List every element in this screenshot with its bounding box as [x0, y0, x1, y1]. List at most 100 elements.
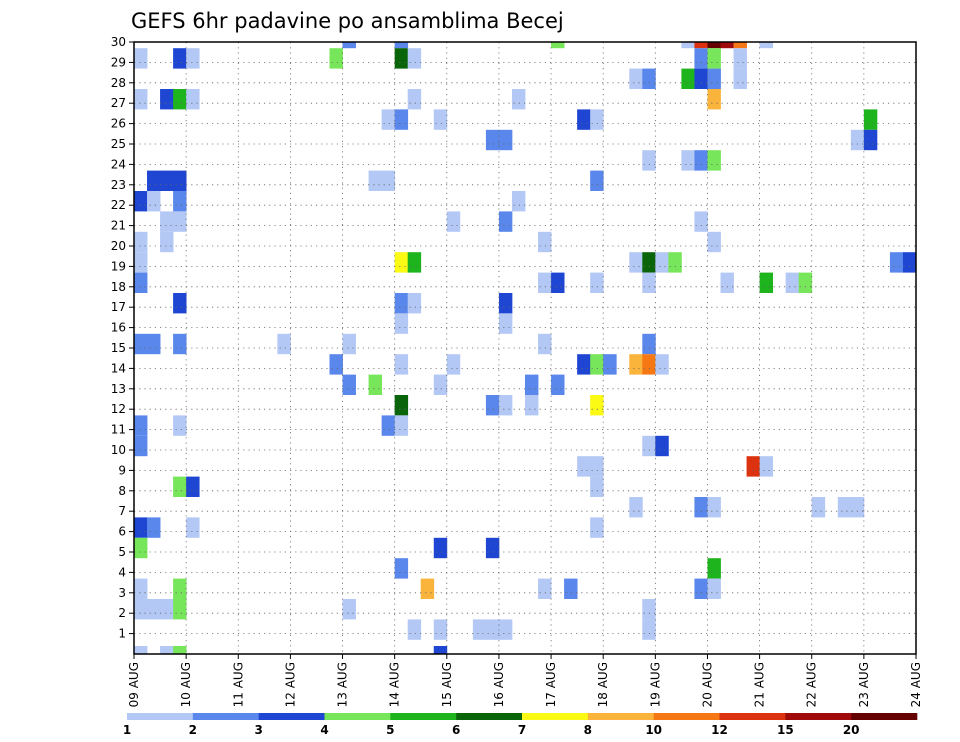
heatmap-cell [538, 272, 552, 293]
heatmap-cell [577, 354, 591, 375]
x-tick-label: 18 AUG [596, 662, 610, 707]
heatmap-cell [381, 109, 396, 130]
y-tick-label: 12 [111, 402, 126, 416]
heatmap-cell [485, 619, 500, 640]
heatmap-cell [329, 48, 343, 69]
colorbar-label: 3 [254, 723, 262, 737]
heatmap-cell [629, 252, 643, 273]
heatmap-cell [590, 517, 604, 538]
heatmap-cell [342, 42, 356, 49]
heatmap-cell [342, 599, 356, 620]
colorbar-label: 8 [584, 723, 592, 737]
heatmap-cell [746, 456, 760, 477]
heatmap-cell [381, 415, 396, 436]
colorbar-swatch [324, 713, 391, 720]
heatmap-cell [694, 497, 708, 518]
heatmap-cell [134, 537, 148, 559]
colorbar-label: 7 [518, 723, 526, 737]
colorbar-label: 5 [386, 723, 394, 737]
heatmap-cell [160, 89, 174, 110]
y-tick-label: 19 [111, 259, 126, 273]
heatmap-cell [394, 354, 409, 375]
heatmap-cell [525, 395, 539, 416]
heatmap-cell [394, 415, 409, 436]
heatmap-cell [590, 395, 604, 416]
heatmap-cell [173, 415, 187, 436]
heatmap-cell [694, 42, 708, 49]
colorbar-label: 12 [711, 723, 728, 737]
heatmap-cell [498, 313, 513, 334]
heatmap-cell [538, 333, 552, 355]
y-tick-label: 10 [111, 443, 126, 457]
y-axis-ticks: 1234567891011121314151617181920212223242… [111, 35, 134, 641]
y-tick-label: 2 [118, 606, 126, 620]
heatmap-cell [433, 374, 448, 395]
heatmap-cell [173, 476, 187, 497]
heatmap-cell [707, 42, 721, 49]
heatmap-cell [577, 109, 591, 130]
heatmap-cell [707, 578, 721, 599]
x-tick-label: 21 AUG [753, 662, 767, 707]
y-tick-label: 7 [118, 504, 126, 518]
y-tick-label: 28 [111, 76, 126, 90]
heatmap-cell [134, 89, 148, 110]
y-tick-label: 15 [111, 341, 126, 355]
heatmap-cell [603, 354, 617, 375]
colorbar-swatch [258, 713, 325, 720]
heatmap-cell [160, 170, 174, 191]
heatmap-cell [498, 619, 513, 640]
heatmap-cell [394, 252, 409, 273]
colorbar-label: 6 [452, 723, 460, 737]
heatmap-cell [446, 354, 461, 375]
heatmap-cell [759, 272, 774, 293]
heatmap-cell [433, 619, 448, 640]
heatmap-cell [134, 599, 148, 620]
heatmap-cell [707, 558, 721, 579]
heatmap-cell [173, 191, 187, 212]
colorbar-swatch [456, 713, 523, 720]
heatmap-cell [160, 599, 174, 620]
x-tick-label: 19 AUG [648, 662, 662, 707]
heatmap-cell [433, 646, 448, 654]
heatmap-cell [134, 252, 148, 273]
heatmap-cell [173, 48, 187, 69]
heatmap-cell [134, 191, 148, 212]
heatmap-cell [642, 435, 656, 457]
heatmap-cell [511, 191, 526, 212]
y-tick-label: 22 [111, 198, 126, 212]
heatmap-cell [889, 252, 904, 273]
colorbar-label: 4 [320, 723, 328, 737]
y-tick-label: 27 [111, 96, 126, 110]
y-tick-label: 17 [111, 300, 126, 314]
colorbar-swatch [390, 713, 457, 720]
heatmap-cell [590, 109, 604, 130]
x-tick-label: 17 AUG [544, 662, 558, 707]
heatmap-cell [394, 48, 409, 69]
heatmap-cell [147, 599, 161, 620]
heatmap-cell [863, 129, 878, 151]
colorbar-swatch [785, 713, 852, 720]
x-tick-label: 23 AUG [857, 662, 871, 707]
x-tick-label: 15 AUG [440, 662, 454, 707]
heatmap-cell [498, 293, 513, 314]
y-tick-label: 14 [111, 361, 126, 375]
heatmap-cell [590, 272, 604, 293]
x-tick-label: 22 AUG [805, 662, 819, 707]
heatmap-cell [147, 333, 161, 355]
heatmap-cell [538, 578, 552, 599]
heatmap-cell [433, 537, 448, 559]
colorbar-swatch [587, 713, 654, 720]
heatmap-cell [629, 354, 643, 375]
heatmap-cell [707, 68, 721, 89]
heatmap-cell [173, 578, 187, 599]
heatmap-cell [485, 129, 500, 151]
heatmap-cell [342, 374, 356, 395]
colorbar-label: 20 [843, 723, 860, 737]
heatmap-cell [173, 89, 187, 110]
heatmap-cell [472, 619, 487, 640]
colorbar-label: 15 [777, 723, 794, 737]
heatmap-cell [694, 68, 708, 89]
heatmap-cell [811, 497, 826, 518]
heatmap-cell [485, 395, 500, 416]
